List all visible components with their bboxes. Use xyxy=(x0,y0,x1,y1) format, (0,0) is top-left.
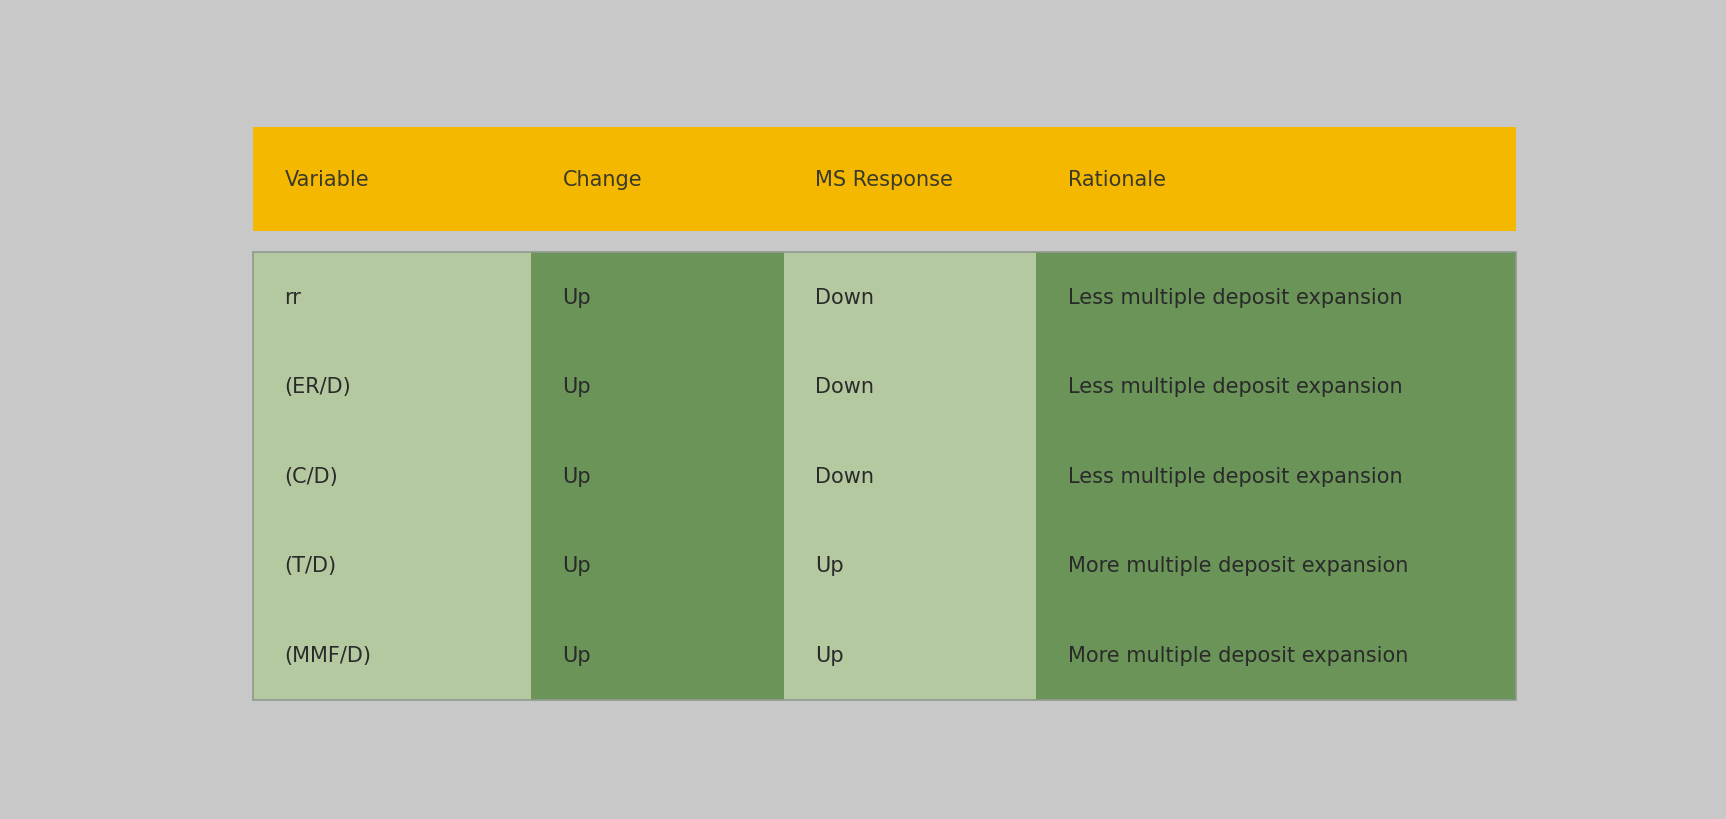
Text: rr: rr xyxy=(285,287,302,307)
Text: (T/D): (T/D) xyxy=(285,555,337,576)
Text: Down: Down xyxy=(815,377,873,397)
Text: More multiple deposit expansion: More multiple deposit expansion xyxy=(1068,555,1408,576)
Text: Down: Down xyxy=(815,466,873,486)
Text: Up: Up xyxy=(563,466,590,486)
Text: Less multiple deposit expansion: Less multiple deposit expansion xyxy=(1068,466,1402,486)
Text: (ER/D): (ER/D) xyxy=(285,377,352,397)
Text: (MMF/D): (MMF/D) xyxy=(285,645,371,665)
Text: Variable: Variable xyxy=(285,170,369,189)
Text: Change: Change xyxy=(563,170,642,189)
FancyBboxPatch shape xyxy=(784,253,1036,699)
Text: Rationale: Rationale xyxy=(1068,170,1165,189)
Text: (C/D): (C/D) xyxy=(285,466,338,486)
Text: Up: Up xyxy=(563,645,590,665)
Text: Up: Up xyxy=(563,555,590,576)
Text: Up: Up xyxy=(563,377,590,397)
Text: Up: Up xyxy=(815,555,844,576)
FancyBboxPatch shape xyxy=(254,128,1515,231)
Text: MS Response: MS Response xyxy=(815,170,953,189)
Text: Up: Up xyxy=(563,287,590,307)
Text: Less multiple deposit expansion: Less multiple deposit expansion xyxy=(1068,377,1402,397)
Text: Less multiple deposit expansion: Less multiple deposit expansion xyxy=(1068,287,1402,307)
Text: Up: Up xyxy=(815,645,844,665)
FancyBboxPatch shape xyxy=(254,253,532,699)
Text: More multiple deposit expansion: More multiple deposit expansion xyxy=(1068,645,1408,665)
Text: Down: Down xyxy=(815,287,873,307)
FancyBboxPatch shape xyxy=(1036,253,1515,699)
FancyBboxPatch shape xyxy=(532,253,784,699)
